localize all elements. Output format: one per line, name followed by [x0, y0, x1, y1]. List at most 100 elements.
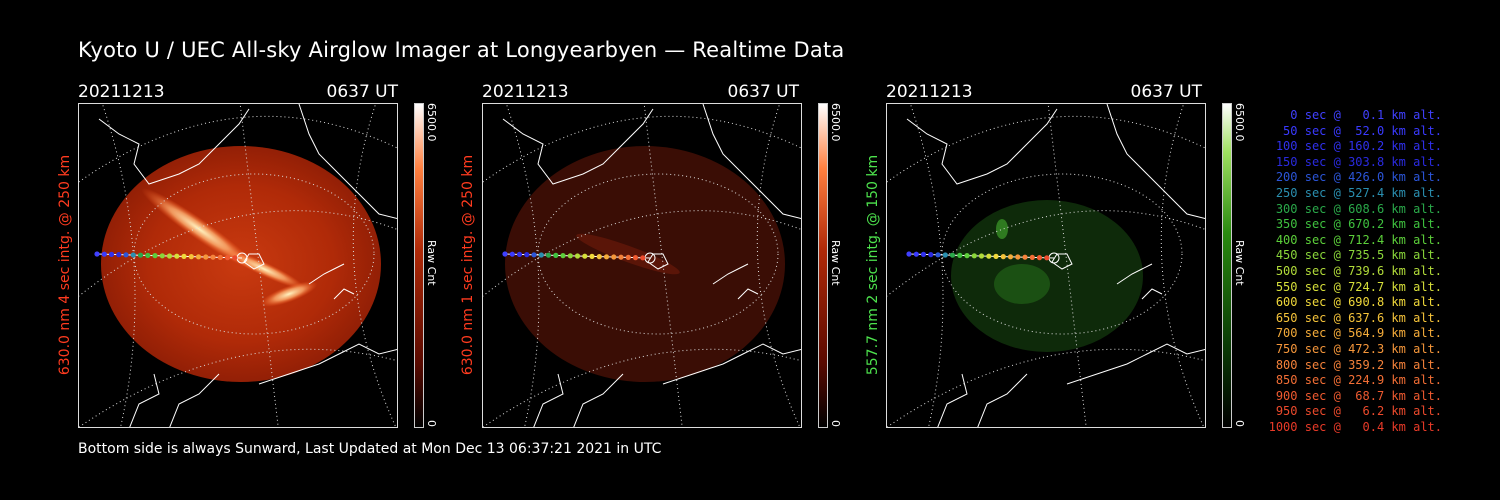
panel-2-time: 0637 UT: [727, 82, 800, 102]
trajectory-point: [993, 253, 999, 259]
trajectory-point: [159, 253, 165, 259]
panel-3-colorbar-unit: Raw Cnt: [1233, 240, 1246, 286]
legend-row: 450 sec @ 735.5 km alt.: [1275, 248, 1442, 263]
trajectory-point: [232, 255, 238, 261]
trajectory-point: [949, 252, 956, 258]
trajectory-point: [181, 253, 187, 259]
legend-row: 200 sec @ 426.0 km alt.: [1275, 170, 1442, 185]
trajectory-point: [971, 253, 977, 259]
trajectory-point: [108, 251, 115, 257]
trajectory-point: [166, 253, 173, 259]
trajectory-point: [1015, 254, 1021, 260]
panel-3-colorbar-min: 0: [1233, 420, 1246, 427]
panel-1-aurora-arc-2: [223, 248, 305, 290]
trajectory-point: [1029, 254, 1035, 260]
trajectory-point: [1000, 254, 1006, 260]
trajectory-point: [942, 252, 948, 258]
trajectory-point: [1022, 254, 1028, 260]
legend-row: 900 sec @ 68.7 km alt.: [1275, 388, 1442, 403]
trajectory-point: [928, 252, 934, 258]
panel-2-image-svg: [483, 104, 801, 427]
panel-3-date: 20211213: [886, 82, 973, 102]
legend-row: 150 sec @ 303.8 km alt.: [1275, 154, 1442, 169]
panel-1-filter-label: 630.0 nm 4 sec intg. @ 250 km: [57, 154, 73, 376]
trajectory-point: [538, 252, 544, 258]
panel-2-coastline: [502, 104, 801, 427]
panel-1-colorbar-unit: Raw Cnt: [425, 240, 438, 286]
panel-1-allsky-image: [78, 103, 398, 428]
panel-3-aurora-patch: [994, 264, 1050, 304]
legend-row: 550 sec @ 724.7 km alt.: [1275, 279, 1442, 294]
trajectory-point: [116, 252, 122, 258]
legend-row: 100 sec @ 160.2 km alt.: [1275, 139, 1442, 154]
trajectory-point: [1044, 255, 1050, 261]
trajectory-point: [545, 252, 552, 258]
panel-3-grid: [887, 104, 1205, 427]
trajectory-point: [632, 255, 639, 261]
legend-row: 50 sec @ 52.0 km alt.: [1283, 123, 1442, 138]
legend-row: 600 sec @ 690.8 km alt.: [1275, 295, 1442, 310]
trajectory-point: [913, 251, 919, 257]
trajectory-point: [574, 253, 581, 259]
trajectory-point: [210, 254, 216, 260]
legend-row: 300 sec @ 608.6 km alt.: [1275, 201, 1442, 216]
trajectory-point: [217, 254, 223, 260]
trajectory-point: [618, 254, 624, 260]
legend-row: 950 sec @ 6.2 km alt.: [1275, 404, 1442, 419]
panel-2-colorbar-unit: Raw Cnt: [829, 240, 842, 286]
legend-row: 800 sec @ 359.2 km alt.: [1275, 357, 1442, 372]
legend-row: 650 sec @ 637.6 km alt.: [1275, 310, 1442, 325]
trajectory-point: [906, 251, 912, 257]
trajectory-point: [964, 253, 970, 259]
panel-2-date: 20211213: [482, 82, 569, 102]
trajectory-point: [1007, 254, 1014, 260]
panel-3-trajectory: [906, 251, 1060, 264]
trajectory-point: [582, 253, 588, 259]
trajectory-point: [174, 253, 180, 259]
trajectory-point: [957, 252, 963, 258]
panel-2-colorbar: [818, 103, 828, 428]
trajectory-legend: 0 sec @ 0.1 km alt. 50 sec @ 52.0 km alt.…: [1262, 108, 1442, 435]
panel-1-colorbar-max: 6500.0: [425, 103, 438, 142]
trajectory-point: [224, 255, 231, 261]
trajectory-point: [603, 254, 610, 260]
trajectory-point: [935, 252, 941, 258]
panel-2-allsky-image: [482, 103, 802, 428]
panel-1-coastline: [98, 104, 397, 427]
trajectory-point: [101, 251, 107, 257]
footer-note: Bottom side is always Sunward, Last Upda…: [78, 441, 662, 457]
legend-row: 750 sec @ 472.3 km alt.: [1275, 341, 1442, 356]
trajectory-point: [516, 251, 523, 257]
trajectory-point: [123, 252, 129, 258]
panel-3-aurora-arc: [996, 219, 1008, 239]
trajectory-point: [611, 254, 617, 260]
trajectory-point: [567, 253, 573, 259]
panel-1-image-svg: [79, 104, 397, 427]
panel-2-colorbar-max: 6500.0: [829, 103, 842, 142]
panel-1-aurora-arc-3: [260, 281, 318, 307]
legend-row: 350 sec @ 670.2 km alt.: [1275, 217, 1442, 232]
trajectory-point: [920, 251, 927, 257]
page-title: Kyoto U / UEC All-sky Airglow Imager at …: [78, 38, 845, 62]
legend-row: 500 sec @ 739.6 km alt.: [1275, 263, 1442, 278]
trajectory-point: [560, 253, 566, 259]
trajectory-point: [596, 254, 602, 260]
panel-3-image-svg: [887, 104, 1205, 427]
legend-row: 850 sec @ 224.9 km alt.: [1275, 373, 1442, 388]
panel-2-grid: [483, 104, 801, 427]
trajectory-point: [195, 254, 202, 260]
panel-1-trajectory: [94, 251, 248, 264]
legend-row: 250 sec @ 527.4 km alt.: [1275, 185, 1442, 200]
panel-1-date: 20211213: [78, 82, 165, 102]
panel-3-coastline: [906, 104, 1205, 427]
panel-3-allsky-image: [886, 103, 1206, 428]
panel-3-time: 0637 UT: [1130, 82, 1203, 102]
panel-1-colorbar-min: 0: [425, 420, 438, 427]
legend-row: 1000 sec @ 0.4 km alt.: [1268, 419, 1442, 434]
panel-2-aurora-arc: [576, 233, 680, 275]
legend-row: 0 sec @ 0.1 km alt.: [1290, 108, 1442, 122]
trajectory-point: [589, 253, 595, 259]
trajectory-point: [137, 252, 144, 258]
trajectory-point: [1036, 255, 1043, 261]
trajectory-point: [203, 254, 209, 260]
